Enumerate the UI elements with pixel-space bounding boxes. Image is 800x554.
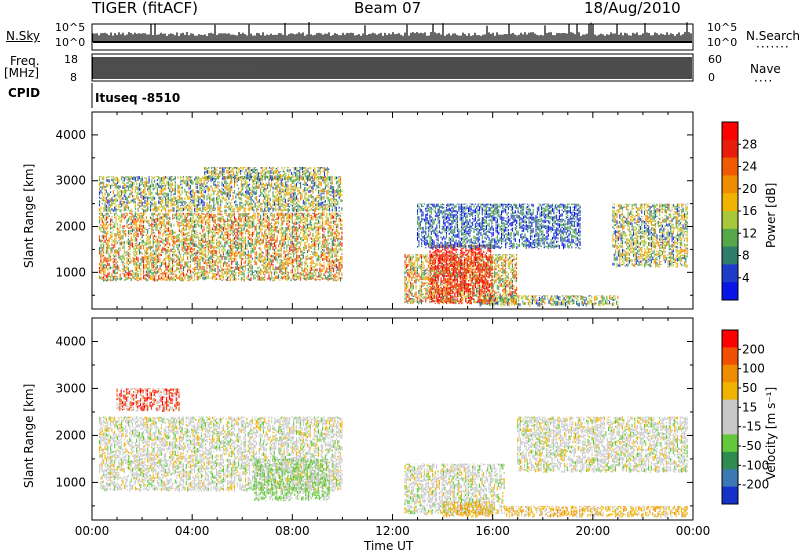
freq-label-line2: [MHz]	[4, 66, 39, 80]
nsky-panel-frame	[91, 23, 694, 51]
nsearch-label: N.Search	[746, 29, 800, 43]
nsky-bars	[92, 22, 692, 43]
freq-tick-bottom: 8	[70, 71, 77, 84]
nave-dots: ····	[754, 74, 773, 88]
cpid-label: CPID	[8, 86, 40, 100]
nave-label: Nave	[750, 62, 781, 76]
beam-title: Beam 07	[354, 0, 421, 17]
nsky-tick-bottom: 10^0	[55, 36, 85, 49]
cpid-value: Ituseq -8510	[95, 91, 180, 105]
nave-tick-top: 60	[708, 53, 722, 66]
nsky-label: N.Sky	[6, 29, 40, 43]
nsky-tick-top: 10^5	[55, 21, 85, 34]
nsky-tick-bottom-right: 10^0	[707, 36, 737, 49]
freq-bars	[92, 57, 692, 79]
freq-panel-frame	[91, 53, 694, 82]
nave-tick-bottom: 0	[708, 71, 715, 84]
nsearch-dots: ·······	[756, 40, 790, 54]
station-title: TIGER (fitACF)	[92, 0, 198, 17]
freq-label-line1: Freq.	[10, 54, 40, 68]
date-title: 18/Aug/2010	[584, 0, 681, 17]
nsky-tick-top-right: 10^5	[707, 21, 737, 34]
freq-tick-top: 18	[64, 53, 78, 66]
